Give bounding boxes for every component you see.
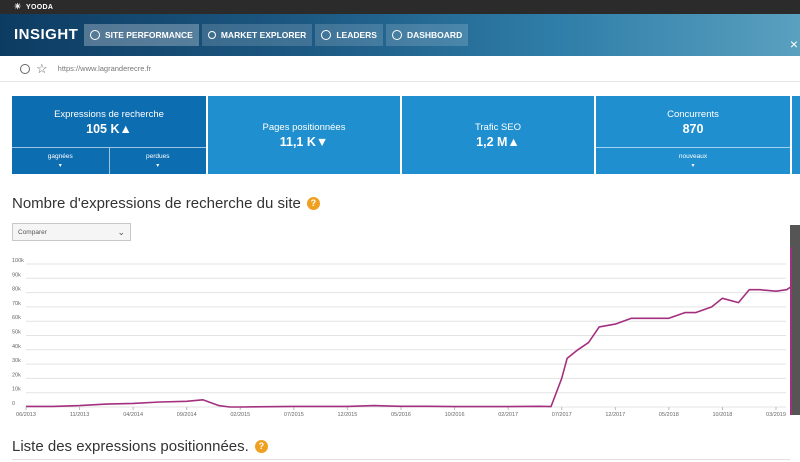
x-tick-label: 05/2016: [391, 412, 411, 418]
kpi-sub-label: nouveaux: [678, 153, 708, 160]
yooda-logo-text: YOODA: [26, 3, 54, 11]
kpi-card-competitors[interactable]: Concurrents 870 nouveaux ▾: [596, 96, 790, 174]
site-url: https://www.lagranderecre.fr: [57, 64, 152, 73]
help-icon[interactable]: ?: [254, 440, 268, 453]
top-bar: ☀ YOODA: [0, 0, 800, 14]
kpi-sub: nouveaux ▾: [596, 147, 790, 174]
tab-leaders[interactable]: LEADERS: [315, 24, 383, 46]
kpi-value: 1,2 M▲: [476, 135, 520, 149]
x-tick-label: 07/2017: [552, 412, 572, 418]
side-panel-strip[interactable]: [790, 225, 800, 415]
x-tick-label: 02/2015: [230, 412, 250, 418]
search-icon: [207, 31, 216, 39]
x-tick-label: 04/2014: [123, 412, 143, 418]
gauge-icon: [391, 30, 402, 40]
section-title-expressions: Nombre d'expressions de recherche du sit…: [12, 195, 320, 212]
app-header: INSIGHT SITE PERFORMANCE MARKET EXPLORER…: [0, 14, 800, 56]
help-icon[interactable]: ?: [306, 197, 320, 210]
x-tick-label: 03/2019: [766, 412, 786, 418]
y-tick-label: 10k: [12, 387, 21, 393]
close-icon[interactable]: ×: [789, 36, 798, 52]
kpi-sub-lost[interactable]: perdues ▾: [110, 148, 207, 174]
x-tick-label: 11/2013: [70, 412, 89, 418]
chevron-down-icon: ⌄: [117, 227, 125, 237]
x-tick-label: 02/2017: [498, 412, 518, 418]
chevron-down-icon: ▾: [58, 163, 62, 169]
x-tick-label: 12/2015: [337, 412, 357, 418]
kpi-label: Expressions de recherche: [54, 109, 164, 120]
tab-label: DASHBOARD: [406, 30, 463, 40]
y-tick-label: 0: [12, 401, 15, 407]
x-tick-label: 06/2013: [16, 412, 36, 418]
compare-select-value: Comparer: [18, 229, 47, 236]
kpi-label: Trafic SEO: [474, 122, 522, 133]
kpi-card-expressions[interactable]: Expressions de recherche 105 K▲ gagnées ▾…: [12, 96, 206, 174]
y-tick-label: 30k: [12, 358, 21, 364]
section-title-text: Liste des expressions positionnées.: [12, 438, 249, 455]
star-icon[interactable]: ☆: [36, 60, 48, 76]
kpi-card-overflow[interactable]: [792, 96, 800, 174]
globe-icon: [321, 30, 332, 40]
comment-icon[interactable]: [20, 63, 30, 74]
tab-site-performance[interactable]: SITE PERFORMANCE: [84, 24, 199, 46]
y-tick-label: 90k: [12, 272, 21, 278]
series-line[interactable]: [26, 281, 798, 408]
compare-select[interactable]: Comparer ⌄: [12, 223, 131, 241]
x-tick-label: 05/2018: [659, 412, 679, 418]
tab-dashboard[interactable]: DASHBOARD: [385, 24, 469, 46]
y-tick-label: 70k: [12, 301, 21, 307]
yooda-logo[interactable]: ☀ YOODA: [14, 3, 53, 11]
x-tick-label: 09/2014: [177, 412, 197, 418]
app-brand[interactable]: INSIGHT: [14, 26, 79, 43]
side-panel-accent: [790, 247, 792, 415]
kpi-value: 105 K▲: [86, 122, 132, 136]
y-tick-label: 20k: [12, 372, 21, 378]
y-tick-label: 100k: [12, 258, 24, 264]
divider: [12, 459, 790, 460]
kpi-sub-new[interactable]: nouveaux ▾: [596, 148, 790, 174]
kpi-value: 11,1 K▼: [279, 135, 329, 149]
chevron-down-icon: ▾: [156, 163, 160, 169]
kpi-sub-label: perdues: [146, 153, 170, 160]
y-tick-label: 40k: [12, 344, 21, 350]
x-tick-label: 10/2018: [712, 412, 732, 418]
kpi-card-pages[interactable]: Pages positionnées 11,1 K▼: [208, 96, 400, 174]
kpi-cards: Expressions de recherche 105 K▲ gagnées ▾…: [12, 96, 800, 174]
chevron-down-icon: ▾: [691, 163, 695, 169]
kpi-value: 870: [682, 122, 704, 136]
kpi-sub: gagnées ▾ perdues ▾: [12, 147, 206, 174]
tab-label: LEADERS: [336, 30, 377, 40]
x-tick-label: 07/2015: [284, 412, 304, 418]
section-title-list: Liste des expressions positionnées. ?: [12, 438, 268, 455]
yooda-logo-icon: ☀: [14, 2, 22, 11]
x-tick-label: 12/2017: [605, 412, 625, 418]
kpi-sub-gained[interactable]: gagnées ▾: [12, 148, 110, 174]
url-bar: ☆ https://www.lagranderecre.fr: [0, 56, 800, 82]
performance-icon: [90, 30, 100, 40]
y-tick-label: 80k: [12, 287, 21, 293]
kpi-sub-label: gagnées: [47, 153, 73, 160]
main-nav: SITE PERFORMANCE MARKET EXPLORER LEADERS…: [84, 24, 469, 46]
y-tick-label: 50k: [12, 330, 21, 336]
kpi-card-traffic[interactable]: Trafic SEO 1,2 M▲: [402, 96, 594, 174]
tab-market-explorer[interactable]: MARKET EXPLORER: [201, 24, 313, 46]
tab-label: MARKET EXPLORER: [220, 30, 307, 40]
tab-label: SITE PERFORMANCE: [105, 30, 193, 40]
kpi-label: Pages positionnées: [262, 122, 346, 133]
x-tick-label: 10/2016: [445, 412, 465, 418]
expressions-line-chart: 0 10k 20k 30k 40k 50k 60k 70k 80k 90k 100k 06/2013 1…: [12, 258, 798, 418]
kpi-label: Concurrents: [667, 109, 719, 120]
section-title-text: Nombre d'expressions de recherche du sit…: [12, 195, 301, 212]
y-tick-label: 60k: [12, 315, 21, 321]
